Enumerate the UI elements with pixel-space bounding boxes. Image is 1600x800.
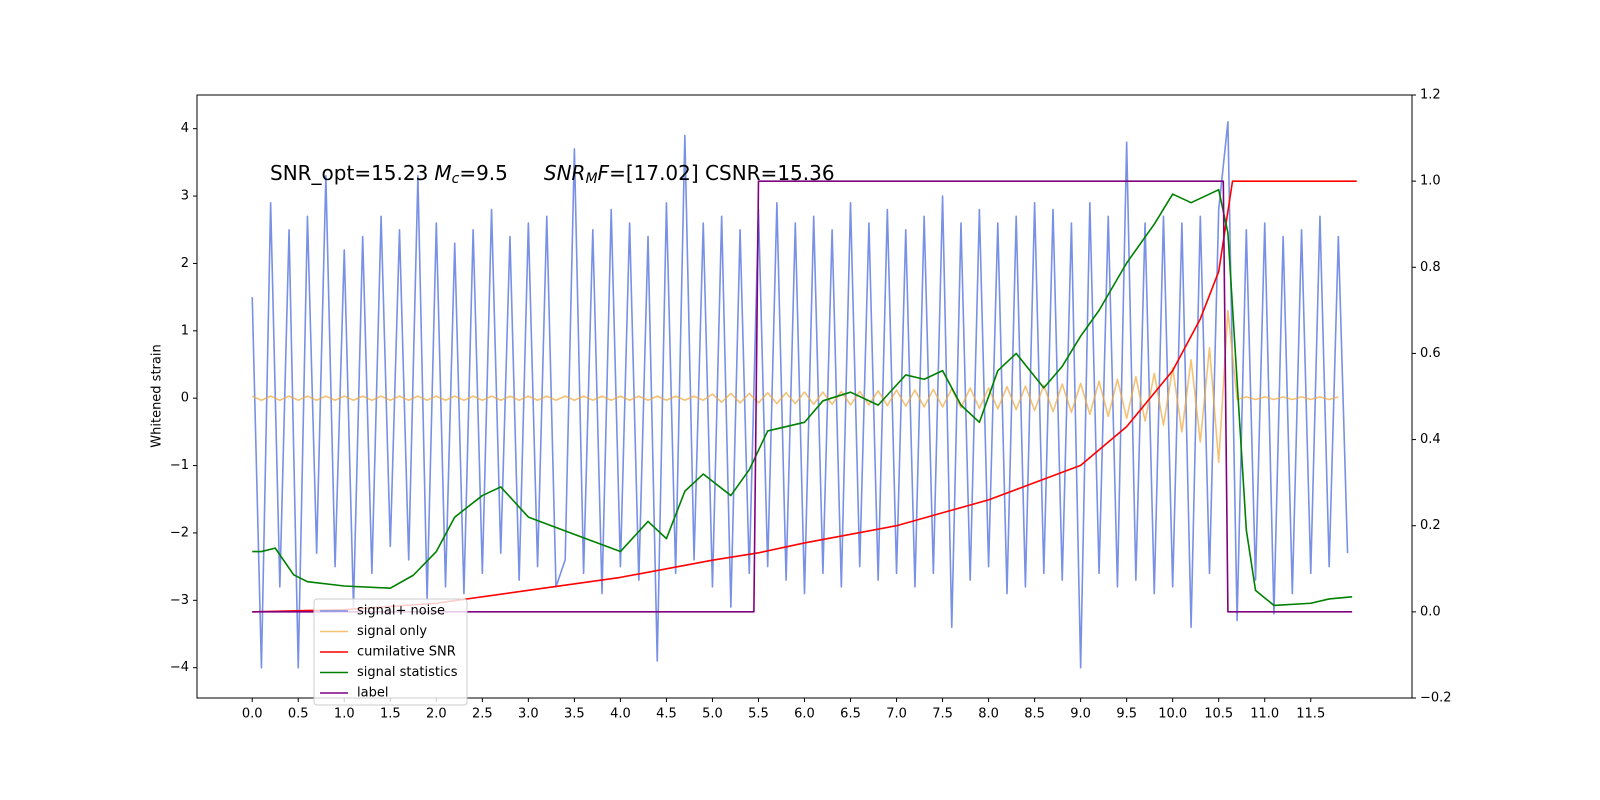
plot-area <box>251 121 1357 669</box>
y2-tick-label: −0.2 <box>1420 691 1452 706</box>
legend: signal+ noise signal only cumilative SNR si… <box>313 598 468 706</box>
x-tick-label: 9.5 <box>1116 707 1137 722</box>
y-tick-label: 4 <box>181 121 189 136</box>
y-tick-label: −4 <box>170 660 189 675</box>
annotation-part: c <box>452 171 460 187</box>
annotation-part: =[17.02] CSNR=15.36 <box>609 161 835 185</box>
legend-label: label <box>357 686 388 701</box>
annotation-part: SNR <box>544 161 586 185</box>
x-tick-label: 6.5 <box>840 707 861 722</box>
x-tick-label: 0.5 <box>288 707 309 722</box>
x-tick-label: 10.5 <box>1204 707 1233 722</box>
x-tick-label: 5.5 <box>748 707 769 722</box>
annotation-part: SNR_opt=15.23 <box>270 161 428 185</box>
x-tick-label: 8.0 <box>978 707 999 722</box>
x-tick-label: 1.5 <box>380 707 401 722</box>
annotation-part: M <box>585 171 597 187</box>
annotation-part: F <box>598 161 610 185</box>
x-tick-label: 8.5 <box>1024 707 1045 722</box>
x-tick-label: 5.0 <box>702 707 723 722</box>
y-tick-label: 2 <box>181 256 189 271</box>
annotation-part: =9.5 <box>459 161 508 185</box>
series-line <box>252 180 1353 613</box>
legend-label: signal statistics <box>357 665 458 680</box>
y2-tick-label: 0.4 <box>1420 432 1441 447</box>
legend-box <box>313 598 468 706</box>
legend-label: signal only <box>357 624 427 639</box>
x-tick-label: 11.5 <box>1296 707 1325 722</box>
y2-tick-label: 0.2 <box>1420 518 1441 533</box>
x-tick-label: 3.0 <box>518 707 539 722</box>
x-tick-label: 9.0 <box>1070 707 1091 722</box>
y-tick-label: −1 <box>170 458 189 473</box>
x-tick-label: 4.0 <box>610 707 631 722</box>
annotation-part: M <box>434 161 451 185</box>
series-line <box>252 188 1353 607</box>
x-tick-label: 1.0 <box>334 707 355 722</box>
x-tick-label: 10.0 <box>1158 707 1187 722</box>
y2-tick-label: 1.0 <box>1420 174 1441 189</box>
x-tick-label: 7.5 <box>932 707 953 722</box>
legend-label: signal+ noise <box>357 604 445 619</box>
x-tick-label: 11.0 <box>1250 707 1279 722</box>
y-tick-label: −3 <box>170 593 189 608</box>
x-tick-label: 7.0 <box>886 707 907 722</box>
series-line <box>252 180 1357 613</box>
y2-tick-label: 0.6 <box>1420 346 1441 361</box>
y2-tick-label: 0.8 <box>1420 260 1441 275</box>
x-tick-label: 3.5 <box>564 707 585 722</box>
x-tick-label: 6.0 <box>794 707 815 722</box>
y-tick-label: −2 <box>170 525 189 540</box>
y-tick-label: 3 <box>181 189 189 204</box>
series-line <box>251 121 1349 669</box>
x-tick-label: 0.0 <box>242 707 263 722</box>
x-tick-label: 2.0 <box>426 707 447 722</box>
y-tick-label: 0 <box>181 391 189 406</box>
y-axis-label: Whitened strain <box>150 344 165 447</box>
x-tick-label: 4.5 <box>656 707 677 722</box>
annotation: SNR_opt=15.23 Mc=9.5 SNRMF=[17.02] CSNR=15… <box>270 161 835 188</box>
x-tick-label: 2.5 <box>472 707 493 722</box>
y2-tick-label: 0.0 <box>1420 604 1441 619</box>
y2-tick-label: 1.2 <box>1420 88 1441 103</box>
y-tick-label: 1 <box>181 323 189 338</box>
legend-label: cumilative SNR <box>357 645 456 660</box>
